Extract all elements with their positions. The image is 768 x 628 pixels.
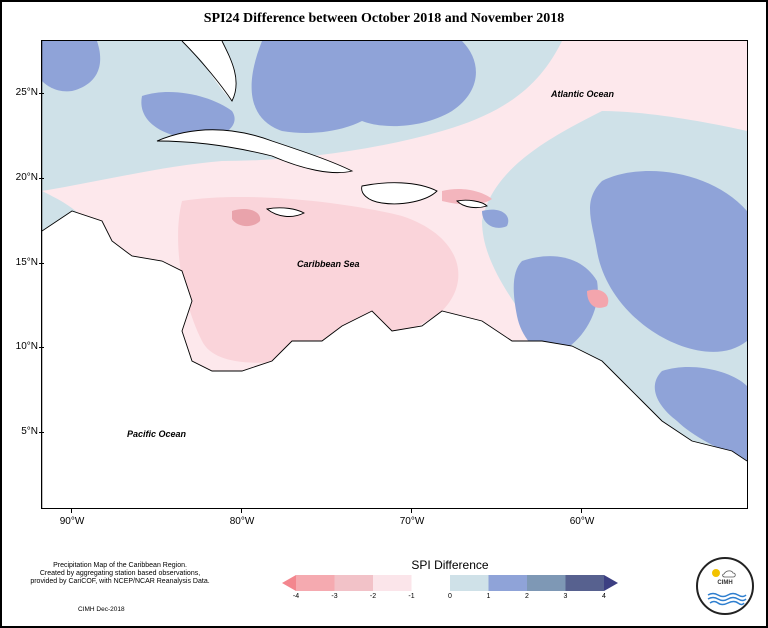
legend-tick-label: 3 [563,593,568,600]
legend-extend-low [282,575,296,591]
label-caribbean-sea: Caribbean Sea [297,259,360,269]
lat-tick-25n: 25°N [8,87,44,98]
legend-tick-label: 0 [448,593,452,600]
legend-tick-label: 1 [486,593,491,600]
legend-swatch [527,575,566,591]
legend-swatch [373,575,412,591]
notes-line-3: provided by CariCOF, with NCEP/NCAR Rean… [30,578,210,585]
logo-graphic-icon [707,569,747,606]
label-pacific-ocean: Pacific Ocean [127,429,187,439]
spi-zone-blue-atlantic [590,171,747,352]
spi-zone-blue-cuba [141,91,235,140]
legend-swatch [565,575,604,591]
legend-swatch [450,575,489,591]
legend-swatch [411,575,450,591]
lat-tick-5n: 5°N [8,426,44,437]
island-hispaniola [361,182,438,205]
lon-tick-80w: 80°W [222,508,262,527]
legend-tick-label: -4 [292,593,300,600]
legend-tick-labels: -4 -3 -2 -1 0 1 2 3 4 [0,593,768,605]
spi-zone-blue-antilles [513,256,598,354]
legend-colorbar [282,575,618,591]
lat-tick-10n: 10°N [8,341,44,352]
lat-tick-20n: 20°N [8,172,44,183]
spi-zone-blue-bahamas [251,41,476,133]
island-jamaica [265,207,305,217]
notes-line-2: Created by aggregating station based obs… [39,570,201,577]
legend-extend-high [604,575,618,591]
credit-text: CIMH Dec-2018 [78,606,125,613]
lat-tick-15n: 15°N [8,257,44,268]
spi-zone-pink-caribbean [178,196,459,363]
coastline-mainland [42,210,747,462]
legend-swatch [296,575,335,591]
legend-swatch [488,575,527,591]
label-atlantic-ocean: Atlantic Ocean [551,89,615,99]
legend-title: SPI Difference [411,558,489,572]
spi-zone-pink-jamaica [232,209,261,227]
logo-text: CIMH [717,580,733,586]
island-cuba [156,129,354,174]
spi-zone-blue-guianas [654,366,747,461]
spi-zone-pink-barbados [587,289,609,308]
legend-tick-label: -1 [408,593,415,600]
spi-zone-blue-nw [42,41,101,92]
legend-swatch [334,575,373,591]
map-notes: Precipitation Map of the Caribbean Regio… [10,562,230,586]
island-puerto-rico [456,199,488,209]
lon-tick-60w: 60°W [562,508,602,527]
map-panel [41,40,748,509]
land-central-south-america [42,211,747,508]
legend-tick-label: -2 [369,593,377,600]
legend-tick-label: -3 [331,593,338,600]
notes-line-1: Precipitation Map of the Caribbean Regio… [53,562,187,569]
lon-tick-70w: 70°W [392,508,432,527]
map-title: SPI24 Difference between October 2018 an… [203,11,565,26]
coastline-florida [181,41,237,102]
spi-zone-pink-hispaniola [442,188,492,205]
lon-tick-90w: 90°W [52,508,92,527]
spi-difference-map [42,41,747,508]
cimh-logo: CIMH [696,557,754,615]
spi-zone-blue-small [482,209,509,228]
legend-tick-label: 4 [602,593,606,600]
legend-tick-label: 2 [525,593,529,600]
